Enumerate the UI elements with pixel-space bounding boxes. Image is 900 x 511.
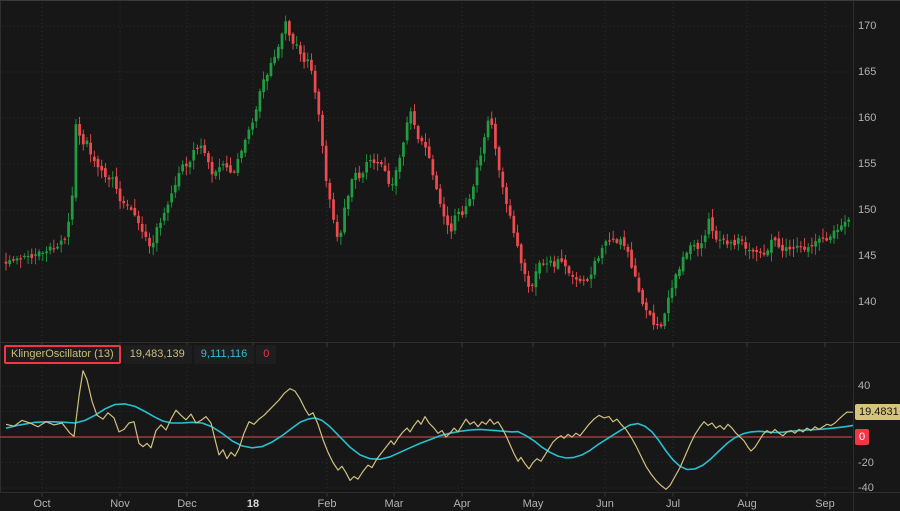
time-tick-label: Dec <box>177 498 197 510</box>
indicator-legend: KlingerOscillator (13) 19,483,139 9,111,… <box>4 345 277 364</box>
price-tick-label: 145 <box>858 250 877 262</box>
price-tick-label: 165 <box>858 66 877 78</box>
price-tick-label: 160 <box>858 112 877 124</box>
price-tick-label: 140 <box>858 296 877 308</box>
time-tick-label: Nov <box>110 498 130 510</box>
time-tick-label: Apr <box>453 498 471 510</box>
time-tick-label: Oct <box>33 498 51 510</box>
osc-tick-label: -40 <box>858 482 874 494</box>
price-axis[interactable] <box>853 1 900 511</box>
time-tick-label: Sep <box>815 498 835 510</box>
time-tick-label: Feb <box>317 498 337 510</box>
indicator-value-signal: 9,111,116 <box>193 345 255 364</box>
time-tick-label: Aug <box>737 498 757 510</box>
time-tick-label: 18 <box>246 498 260 510</box>
price-tick-label: 150 <box>858 204 877 216</box>
time-tick-label: May <box>522 498 544 510</box>
price-tick-label: 170 <box>858 20 877 32</box>
klinger-value-badge: 19.4831 <box>855 404 900 421</box>
indicator-name-chip[interactable]: KlingerOscillator (13) <box>4 345 121 364</box>
zero-value-badge: 0 <box>855 429 870 445</box>
time-tick-label: Jul <box>665 498 681 510</box>
price-tick-label: 155 <box>858 158 877 170</box>
indicator-value-zero: 0 <box>256 345 277 364</box>
time-tick-label: Mar <box>384 498 404 510</box>
indicator-value-klinger: 19,483,139 <box>122 345 192 364</box>
time-tick-label: Jun <box>596 498 614 510</box>
osc-tick-label: -20 <box>858 456 874 469</box>
time-axis[interactable] <box>0 492 900 511</box>
osc-tick-label: 40 <box>858 380 871 392</box>
